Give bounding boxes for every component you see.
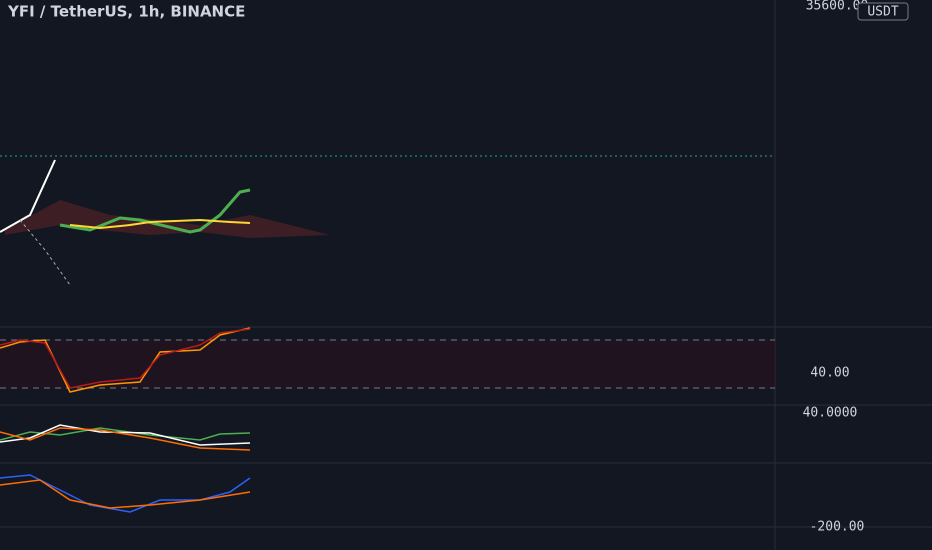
stoch-band xyxy=(0,340,775,388)
stoch-k xyxy=(0,328,251,389)
moving-average-yellow xyxy=(69,218,251,230)
chart-title: YFI / TetherUS, 1h, BINANCE xyxy=(7,3,245,21)
moving-average-green xyxy=(59,188,251,234)
axis-label: -200.00 xyxy=(810,520,865,535)
currency-button[interactable] xyxy=(857,2,909,21)
currency-label[interactable]: USDT xyxy=(867,5,898,20)
ichimoku-cloud xyxy=(5,200,330,238)
signal-line xyxy=(0,479,251,509)
lagging-span xyxy=(19,219,71,286)
base-line xyxy=(0,159,56,233)
dmi-plus xyxy=(0,424,251,446)
dmi-adx xyxy=(0,427,251,441)
axis-label: 40.0000 xyxy=(803,406,858,421)
axis-label: 40.00 xyxy=(810,366,849,381)
dmi-minus xyxy=(0,427,251,451)
axis-label: 35600.00 xyxy=(806,0,869,14)
